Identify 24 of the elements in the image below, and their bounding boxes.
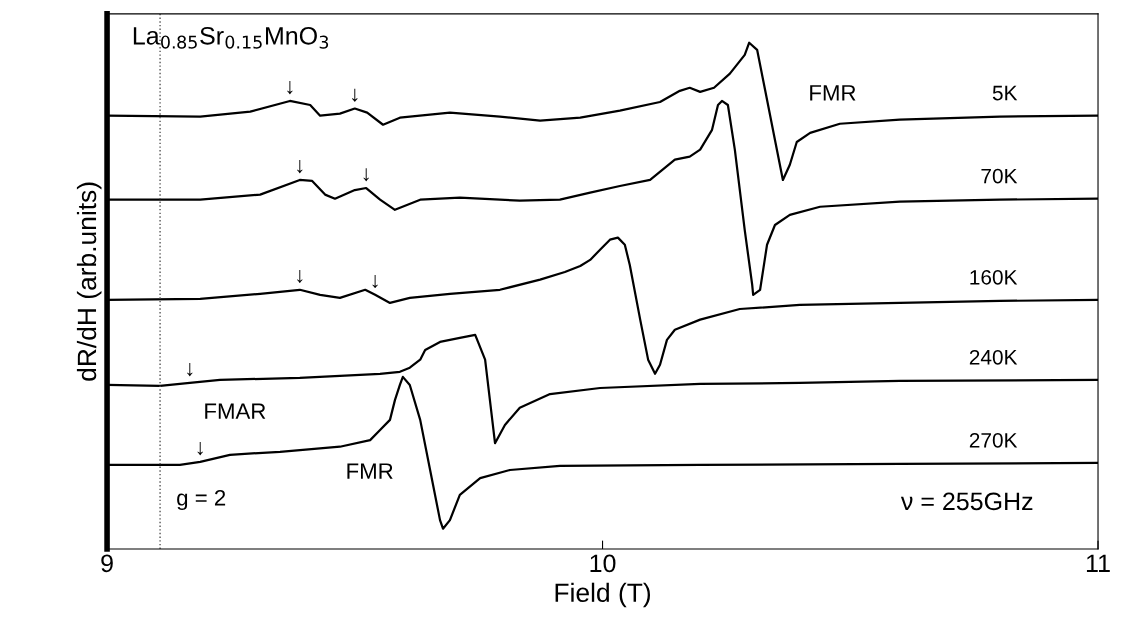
series-label: 270K <box>969 432 1018 448</box>
annotation: FMR <box>810 85 856 101</box>
annotation: ↓ <box>287 81 293 95</box>
annotation: ↓ <box>297 160 303 174</box>
x-axis-title: Field (T) <box>555 582 651 608</box>
x-tick-label: 9 <box>101 554 113 573</box>
series-label: 160K <box>970 269 1018 285</box>
annotation: g = 2 <box>177 489 226 511</box>
annotation: ↓ <box>187 363 193 377</box>
annotation: FMAR <box>205 403 266 419</box>
annotation: ↓ <box>352 88 358 102</box>
annotation: ↓ <box>372 274 378 289</box>
x-tick-label: 11 <box>1086 554 1110 572</box>
annotation: ↓ <box>363 168 369 182</box>
annotation: La$_{0.85}$Sr$_{0.15}$MnO$_{3}$ <box>133 26 329 49</box>
y-axis-title: dR/dH (arb.units) <box>76 182 102 381</box>
x-tick-label: 10 <box>590 554 616 573</box>
series-label: 240K <box>969 349 1018 365</box>
series-label: 5K <box>992 85 1018 101</box>
annotation: ν = 255GHz <box>900 492 1033 511</box>
annotation: ↓ <box>297 269 303 284</box>
annotation: FMR <box>347 463 393 479</box>
annotation: ↓ <box>197 442 203 456</box>
series-label: 70K <box>981 168 1018 184</box>
